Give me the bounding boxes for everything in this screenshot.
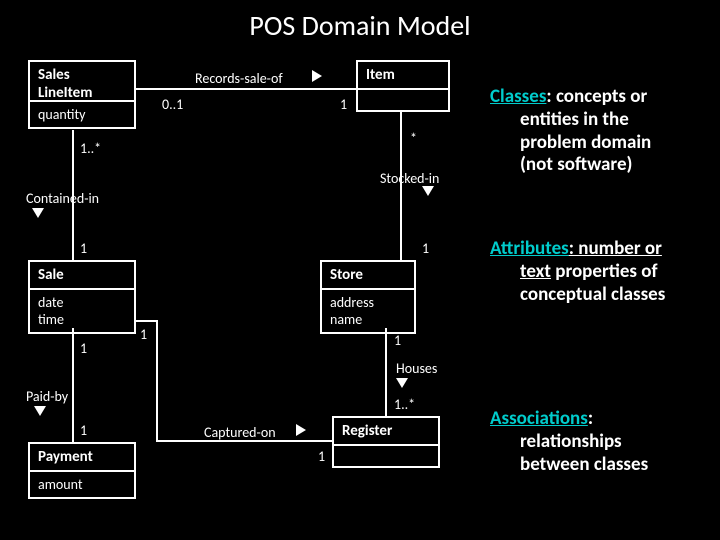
- annotation-attributes-rest: : number or: [569, 237, 662, 260]
- arrow-captured-on-icon: [296, 424, 306, 436]
- mult-stocked-in-bottom: 1: [422, 240, 429, 257]
- class-name-item: Item: [358, 62, 448, 90]
- label-houses: Houses: [396, 360, 437, 377]
- line-houses: [385, 328, 387, 416]
- mult-paid-by-bottom: 1: [80, 422, 87, 439]
- label-records-sale-of: Records-sale-of: [195, 70, 283, 87]
- line-captured-on: [136, 320, 156, 322]
- annotation-classes-rest: : concepts or: [546, 85, 647, 108]
- class-name-sale: Sale: [30, 262, 134, 290]
- class-attrs-sales-line-item: quantity: [30, 102, 134, 127]
- annotation-associations-rest: :: [588, 407, 593, 430]
- mult-paid-by-top: 1: [80, 340, 87, 357]
- label-paid-by: Paid-by: [26, 388, 68, 405]
- arrow-records-sale-of-icon: [312, 70, 322, 82]
- class-attrs-payment: amount: [30, 472, 134, 497]
- label-contained-in: Contained-in: [26, 190, 99, 207]
- mult-captured-on-left: 1: [140, 326, 147, 343]
- mult-records-sale-of-right: 1: [340, 96, 347, 113]
- mult-houses-bottom: 1..*: [394, 396, 415, 413]
- arrow-contained-in-icon: [32, 208, 44, 218]
- mult-houses-top: 1: [394, 332, 401, 349]
- annotation-classes-body: entities in the problem domain (not soft…: [490, 109, 651, 177]
- class-attrs-item: [358, 90, 448, 110]
- annotation-attributes: Attributes: number or text properties of…: [490, 238, 665, 306]
- class-sale: Sale date time: [28, 260, 136, 334]
- class-attrs-register: [334, 446, 438, 466]
- mult-captured-on-right: 1: [318, 448, 325, 465]
- arrow-houses-icon: [396, 378, 408, 388]
- label-stocked-in: Stocked-in: [380, 170, 439, 187]
- annotation-associations-body: relationships between classes: [490, 431, 648, 477]
- class-name-sales-line-item: Sales LineItem: [30, 62, 134, 102]
- arrow-paid-by-icon: [34, 406, 46, 416]
- class-attrs-store: address name: [322, 290, 414, 332]
- annotation-attributes-body: text properties ofconceptual classes: [490, 261, 665, 307]
- annotation-classes: Classes: concepts or entities in the pro…: [490, 86, 651, 177]
- annotation-classes-keyword: Classes: [490, 85, 546, 108]
- class-sales-line-item: Sales LineItem quantity: [28, 60, 136, 129]
- class-item: Item: [356, 60, 450, 112]
- class-name-register: Register: [334, 418, 438, 446]
- mult-contained-in-top: 1..*: [80, 140, 101, 157]
- line-records-sale-of: [136, 88, 356, 90]
- line-paid-by: [72, 328, 74, 442]
- class-name-store: Store: [322, 262, 414, 290]
- mult-records-sale-of-left: 0..1: [162, 96, 183, 113]
- annotation-attributes-keyword: Attributes: [490, 237, 569, 260]
- annotation-associations-keyword: Associations: [490, 407, 588, 430]
- label-captured-on: Captured-on: [204, 424, 276, 441]
- class-name-payment: Payment: [30, 444, 134, 472]
- class-register: Register: [332, 416, 440, 468]
- annotation-associations: Associations: relationships between clas…: [490, 408, 648, 476]
- page-title: POS Domain Model: [0, 8, 720, 43]
- arrow-stocked-in-icon: [422, 186, 434, 196]
- mult-contained-in-bottom: 1: [80, 240, 87, 257]
- class-attrs-sale: date time: [30, 290, 134, 332]
- class-store: Store address name: [320, 260, 416, 334]
- line-captured-on-v: [156, 320, 158, 440]
- class-payment: Payment amount: [28, 442, 136, 499]
- mult-stocked-in-top: *: [410, 130, 417, 147]
